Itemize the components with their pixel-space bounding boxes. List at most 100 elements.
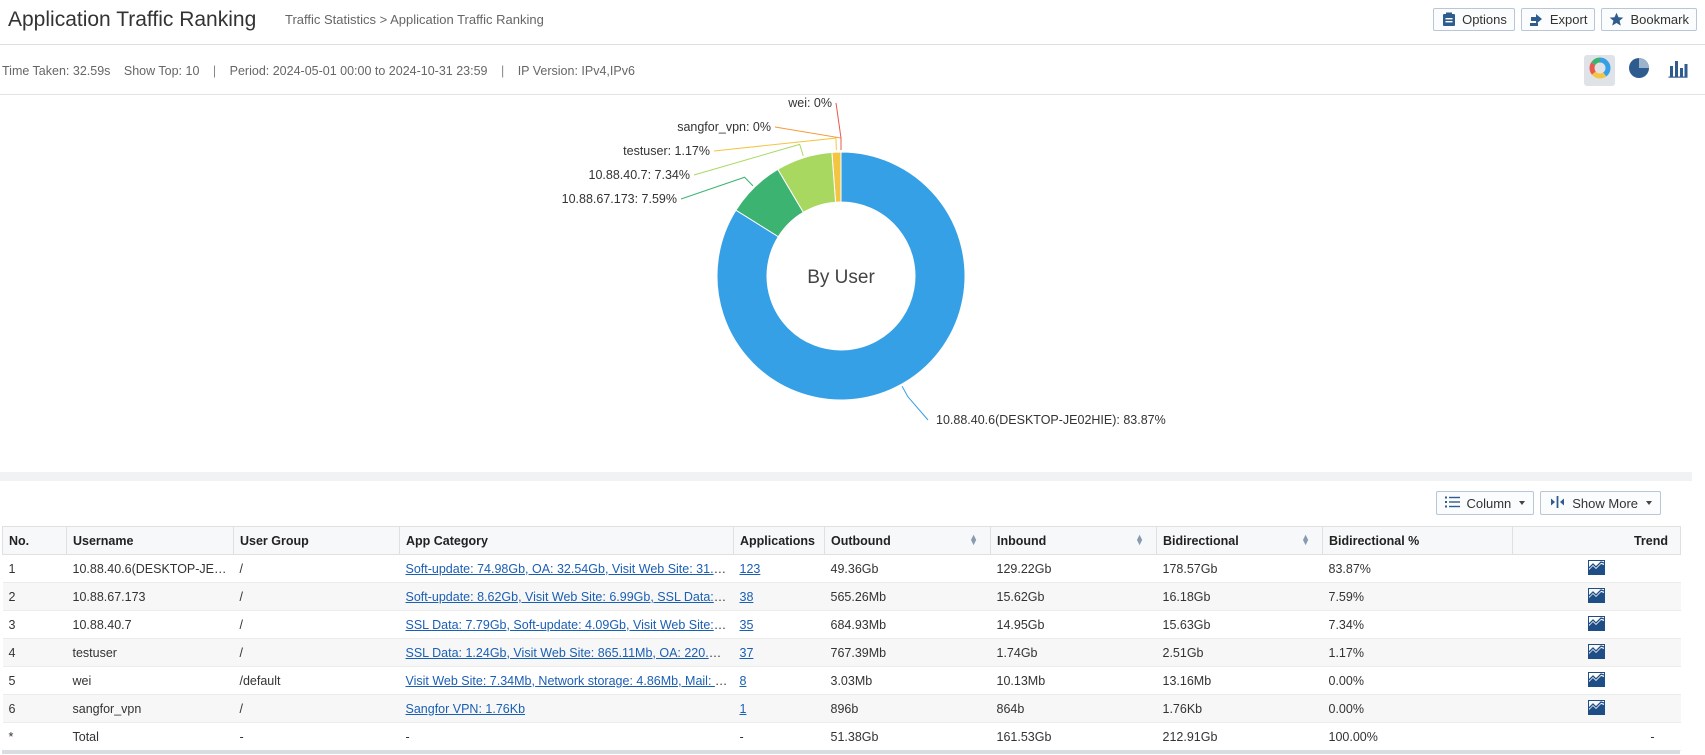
cell-applications[interactable]: 38 [733, 582, 825, 611]
app-category-link[interactable]: SSL Data: 7.79Gb, Soft-update: 4.09Gb, V… [405, 617, 734, 632]
period: Period: 2024-05-01 00:00 to 2024-10-31 2… [229, 64, 488, 78]
applications-count-link[interactable]: 38 [739, 589, 754, 604]
trend-chart-icon[interactable] [1588, 671, 1605, 690]
col-header-trend[interactable]: Trend [1512, 526, 1681, 555]
table-row[interactable]: 6 sangfor_vpn / Sangfor VPN: 1.76Kb 1 896b 864… [2, 694, 1681, 723]
table-total-row: * Total - - -51.38Gb 161.53Gb 212.91Gb 100.00% - [2, 722, 1681, 751]
col-header-applications[interactable]: Applications [733, 526, 825, 555]
horizontal-scrollbar[interactable] [2, 750, 1680, 754]
donut-chart-button[interactable] [1584, 55, 1615, 86]
app-category-link[interactable]: Soft-update: 74.98Gb, OA: 32.54Gb, Visit… [405, 561, 734, 576]
breadcrumb[interactable]: Traffic Statistics > Application Traffic… [285, 12, 544, 27]
cell-inbound: 15.62Gb [990, 582, 1157, 611]
col-header-username[interactable]: Username [66, 526, 234, 555]
slice-label: 10.88.67.173: 7.59% [562, 192, 677, 206]
cell-bidirectional-pct: 7.59% [1322, 582, 1513, 611]
cell-bidirectional: 15.63Gb [1156, 610, 1323, 639]
bookmark-button[interactable]: Bookmark [1601, 8, 1697, 31]
app-category-link[interactable]: Visit Web Site: 7.34Mb, Network storage:… [405, 673, 734, 688]
cell-app-category[interactable]: Soft-update: 8.62Gb, Visit Web Site: 6.9… [399, 582, 734, 611]
table-row[interactable]: 110.88.40.6(DESKTOP-JE02HIE)/ Soft-update… [2, 554, 1681, 583]
cell-user-group: / [233, 610, 400, 639]
donut-slice[interactable] [735, 168, 804, 238]
query-summary: Time Taken: 32.59s Show Top: 10 | Period… [2, 64, 645, 78]
slice-label: sangfor_vpn: 0% [677, 120, 771, 134]
trend-chart-icon[interactable] [1588, 699, 1605, 718]
table-row[interactable]: 5 wei/default Visit Web Site: 7.34Mb, Netw… [2, 666, 1681, 695]
cell-app-category[interactable]: Sangfor VPN: 1.76Kb [399, 694, 734, 723]
cell-applications[interactable]: 35 [733, 610, 825, 639]
cell-applications[interactable]: 123 [733, 554, 825, 583]
trend-chart-icon[interactable] [1588, 643, 1605, 662]
slice-leader-line [835, 102, 842, 150]
cell-outbound: 896b [824, 694, 991, 723]
cell-bidirectional-pct: 7.34% [1322, 610, 1513, 639]
table-row[interactable]: 3 10.88.40.7/ SSL Data: 7.79Gb, Soft-updat… [2, 610, 1681, 639]
cell-trend[interactable] [1512, 582, 1681, 611]
applications-count-link[interactable]: 123 [739, 561, 761, 576]
cell-username: 10.88.40.6(DESKTOP-JE02HIE) [66, 554, 234, 583]
cell-app-category[interactable]: SSL Data: 1.24Gb, Visit Web Site: 865.11… [399, 638, 734, 667]
col-header-outbound[interactable]: Outbound ▲ ▼ [824, 526, 991, 555]
applications-count-link[interactable]: 37 [739, 645, 754, 660]
export-button[interactable]: Export [1520, 8, 1596, 31]
query-info-bar: Time Taken: 32.59s Show Top: 10 | Period… [0, 46, 1705, 95]
donut-slice[interactable] [777, 151, 837, 214]
cell-bidirectional: 1.76Kb [1156, 694, 1323, 723]
cell-user-group: / [233, 638, 400, 667]
cell-inbound: 14.95Gb [990, 610, 1157, 639]
sort-icon[interactable]: ▲ ▼ [969, 532, 978, 547]
cell-no: 5 [2, 666, 67, 695]
cell-bidirectional-pct: 83.87% [1322, 554, 1513, 583]
options-button[interactable]: Options [1433, 8, 1515, 31]
applications-count-link[interactable]: 35 [739, 617, 754, 632]
cell-trend[interactable] [1512, 666, 1681, 695]
trend-chart-icon[interactable] [1588, 587, 1605, 606]
app-category-link[interactable]: Soft-update: 8.62Gb, Visit Web Site: 6.9… [405, 589, 734, 604]
cell-bidirectional-pct: 1.17% [1322, 638, 1513, 667]
cell-bidirectional-pct: 100.00% [1322, 722, 1513, 751]
slice-leader-line [680, 176, 754, 200]
table-toolbar: Column Show More [1436, 491, 1661, 515]
cell-app-category[interactable]: Visit Web Site: 7.34Mb, Network storage:… [399, 666, 734, 695]
table-row[interactable]: 2 10.88.67.173/ Soft-update: 8.62Gb, Visit… [2, 582, 1681, 611]
cell-trend[interactable] [1512, 638, 1681, 667]
applications-count-link[interactable]: 8 [739, 673, 747, 688]
cell-trend[interactable] [1512, 610, 1681, 639]
cell-username: wei [66, 666, 234, 695]
cell-bidirectional: 13.16Mb [1156, 666, 1323, 695]
col-header-bidirectional-pct[interactable]: Bidirectional % [1322, 526, 1513, 555]
col-header-bidirectional[interactable]: Bidirectional ▲ ▼ [1156, 526, 1323, 555]
sort-icon[interactable]: ▲ ▼ [1301, 532, 1310, 547]
app-category-link[interactable]: Sangfor VPN: 1.76Kb [405, 701, 526, 716]
cell-inbound: 161.53Gb [990, 722, 1157, 751]
cell-inbound: 10.13Mb [990, 666, 1157, 695]
cell-trend[interactable] [1512, 694, 1681, 723]
col-header-app-category[interactable]: App Category [399, 526, 734, 555]
cell-trend[interactable] [1512, 554, 1681, 583]
cell-applications[interactable]: 8 [733, 666, 825, 695]
col-header-inbound[interactable]: Inbound ▲ ▼ [990, 526, 1157, 555]
cell-inbound: 129.22Gb [990, 554, 1157, 583]
bar-chart-button[interactable] [1662, 55, 1693, 86]
cell-outbound: 49.36Gb [824, 554, 991, 583]
donut-slice[interactable] [716, 151, 966, 401]
cell-app-category[interactable]: Soft-update: 74.98Gb, OA: 32.54Gb, Visit… [399, 554, 734, 583]
col-header-user-group[interactable]: User Group [233, 526, 400, 555]
cell-applications[interactable]: 37 [733, 638, 825, 667]
slice-leader-line [713, 137, 837, 152]
pie-chart-button[interactable] [1623, 55, 1654, 86]
table-row[interactable]: 4 testuser / SSL Data: 1.24Gb, Visit Web Si… [2, 638, 1681, 667]
cell-applications[interactable]: 1 [733, 694, 825, 723]
cell-app-category[interactable]: SSL Data: 7.79Gb, Soft-update: 4.09Gb, V… [399, 610, 734, 639]
slice-label: wei: 0% [787, 96, 832, 110]
trend-chart-icon[interactable] [1588, 615, 1605, 634]
cell-trend: - [1512, 722, 1681, 751]
applications-count-link[interactable]: 1 [739, 701, 747, 716]
app-category-link[interactable]: SSL Data: 1.24Gb, Visit Web Site: 865.11… [405, 645, 734, 660]
column-dropdown[interactable]: Column [1436, 491, 1535, 515]
col-header-no[interactable]: No. [2, 526, 67, 555]
sort-icon[interactable]: ▲ ▼ [1135, 532, 1144, 547]
show-more-dropdown[interactable]: Show More [1540, 491, 1661, 515]
trend-chart-icon[interactable] [1588, 559, 1605, 578]
